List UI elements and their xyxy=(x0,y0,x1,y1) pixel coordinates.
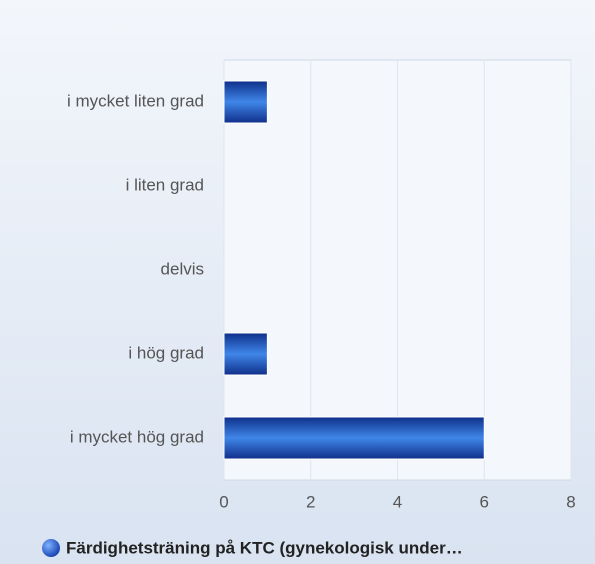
legend-label: Färdighetsträning på KTC (gynekologisk u… xyxy=(66,538,463,557)
x-tick-label: 8 xyxy=(566,492,575,511)
x-tick-label: 2 xyxy=(306,492,315,511)
x-tick-label: 0 xyxy=(219,492,228,511)
y-tick-label: i mycket liten grad xyxy=(67,91,204,110)
x-tick-label: 6 xyxy=(480,492,489,511)
bar xyxy=(223,332,268,376)
y-tick-label: i hög grad xyxy=(128,343,204,362)
y-tick-label: delvis xyxy=(161,259,204,278)
legend-marker xyxy=(42,539,60,557)
bar xyxy=(223,80,268,124)
bar xyxy=(223,416,485,460)
y-tick-label: i liten grad xyxy=(126,175,204,194)
y-tick-label: i mycket hög grad xyxy=(70,427,204,446)
x-tick-label: 4 xyxy=(393,492,402,511)
